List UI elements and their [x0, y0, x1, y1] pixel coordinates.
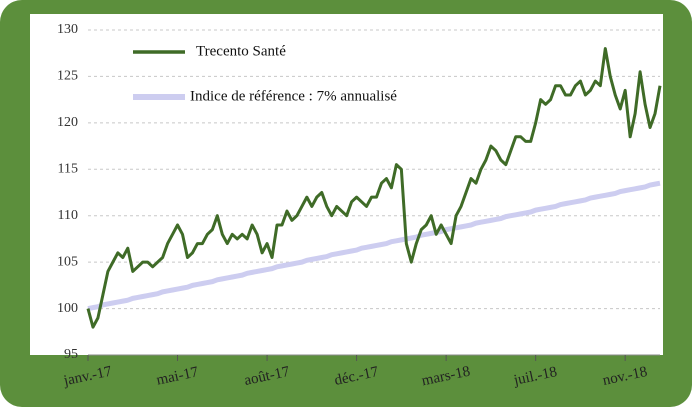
plot-area [30, 14, 663, 355]
y-tick-label: 110 [58, 208, 78, 223]
series-line [86, 47, 662, 329]
y-tick-label: 130 [57, 22, 78, 37]
legend-label: Trecento Santé [196, 43, 286, 59]
y-tick-label: 105 [57, 254, 78, 269]
y-tick-label: 120 [57, 115, 78, 130]
y-tick-label: 100 [57, 301, 78, 316]
legend-label: Indice de référence : 7% annualisé [190, 88, 397, 104]
y-tick-label: 95 [64, 347, 78, 362]
y-tick-label: 115 [58, 162, 78, 177]
y-tick-label: 125 [57, 69, 78, 84]
series-line [87, 180, 661, 312]
